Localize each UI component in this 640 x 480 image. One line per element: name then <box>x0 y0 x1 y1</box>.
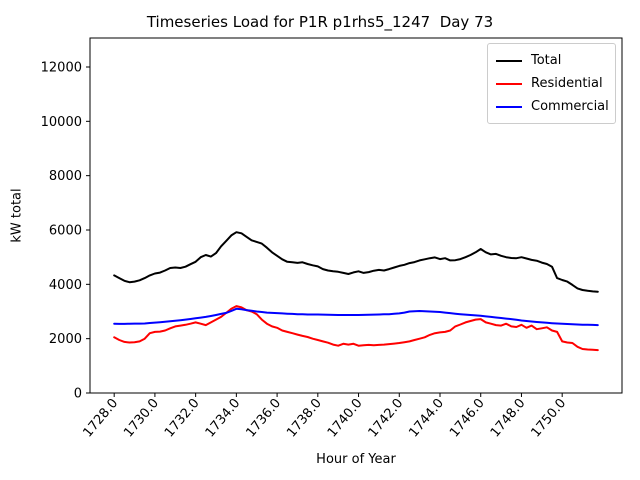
legend-label-residential: Residential <box>531 76 603 91</box>
x-tick-label: 1750.0 <box>529 396 570 440</box>
x-tick-label: 1734.0 <box>203 396 244 440</box>
x-tick-label: 1742.0 <box>366 396 407 440</box>
total-line-swatch <box>496 59 522 62</box>
chart-title: Timeseries Load for P1R p1rhs5_1247 Day … <box>146 13 494 31</box>
x-tick-label: 1740.0 <box>325 396 366 440</box>
x-tick-label: 1736.0 <box>243 396 284 440</box>
legend-item-commercial: Commercial <box>496 95 609 118</box>
legend-item-residential: Residential <box>496 72 607 95</box>
x-tick-label: 1732.0 <box>162 396 203 440</box>
series-line-total <box>113 231 599 293</box>
series-line-commercial <box>113 307 599 327</box>
legend-label-commercial: Commercial <box>531 99 609 114</box>
x-tick-label: 1744.0 <box>406 396 447 440</box>
legend: Total Residential Commercial <box>487 43 616 124</box>
legend-item-total: Total <box>496 49 607 72</box>
x-tick-label: 1738.0 <box>284 396 325 440</box>
series-line-residential <box>113 305 599 352</box>
y-tick-label: 12000 <box>41 60 82 75</box>
y-tick-label: 8000 <box>49 169 82 184</box>
y-tick-label: 4000 <box>49 278 82 293</box>
x-axis-label: Hour of Year <box>316 452 396 467</box>
y-tick-label: 0 <box>74 387 82 402</box>
y-axis-label: kW total <box>9 188 25 243</box>
x-tick-label: 1730.0 <box>121 396 162 440</box>
y-tick-label: 10000 <box>41 115 82 130</box>
commercial-line-swatch <box>496 105 522 108</box>
y-tick-label: 2000 <box>49 332 82 347</box>
x-tick-label: 1728.0 <box>81 396 122 440</box>
y-tick-label: 6000 <box>49 223 82 238</box>
residential-line-swatch <box>496 82 522 85</box>
legend-label-total: Total <box>531 53 562 68</box>
axes-border <box>89 37 623 394</box>
x-tick-label: 1746.0 <box>447 396 488 440</box>
x-tick-label: 1748.0 <box>488 396 529 440</box>
